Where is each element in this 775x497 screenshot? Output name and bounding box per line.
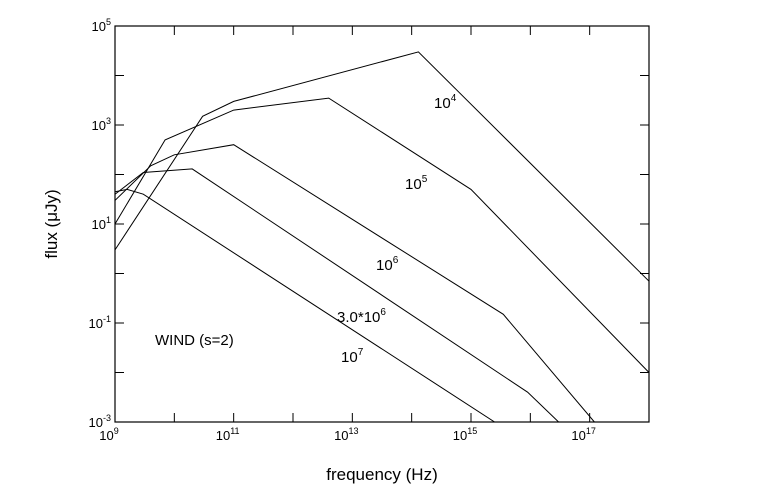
- series-curve-0: [115, 51, 649, 282]
- series-curve-4: [115, 188, 495, 422]
- axis-ticks: [114, 25, 650, 423]
- y-tick-label: 103: [92, 116, 111, 133]
- series-curve-2: [115, 144, 595, 422]
- x-tick-label: 1017: [571, 426, 595, 443]
- annotation-wind: WIND (s=2): [155, 332, 234, 349]
- series-label-4: 107: [341, 347, 364, 366]
- series-curves: [115, 51, 649, 422]
- y-tick-label: 105: [92, 17, 111, 34]
- y-tick-label: 101: [92, 215, 111, 232]
- plot-frame: [114, 25, 650, 423]
- x-axis-title: frequency (Hz): [326, 465, 437, 484]
- series-curve-3: [115, 168, 559, 422]
- x-tick-label: 1011: [216, 426, 240, 443]
- series-label-0: 104: [434, 93, 457, 112]
- y-axis-title: flux (μJy): [42, 189, 61, 258]
- x-tick-labels: 109 1011 1013 1015 1017: [99, 426, 596, 443]
- x-tick-label: 109: [99, 426, 118, 443]
- series-label-1: 105: [405, 174, 428, 193]
- x-tick-label: 1015: [453, 426, 477, 443]
- series-label-3: 3.0*106: [337, 307, 386, 326]
- x-tick-label: 1013: [334, 426, 358, 443]
- series-curve-1: [115, 97, 649, 373]
- series-labels: 104 105 106 3.0*106 107: [337, 93, 457, 366]
- y-tick-labels: 10-3 10-1 101 103 105: [89, 17, 111, 430]
- y-tick-label: 10-1: [89, 314, 111, 331]
- series-label-2: 106: [376, 255, 399, 274]
- y-tick-label: 10-3: [89, 413, 111, 430]
